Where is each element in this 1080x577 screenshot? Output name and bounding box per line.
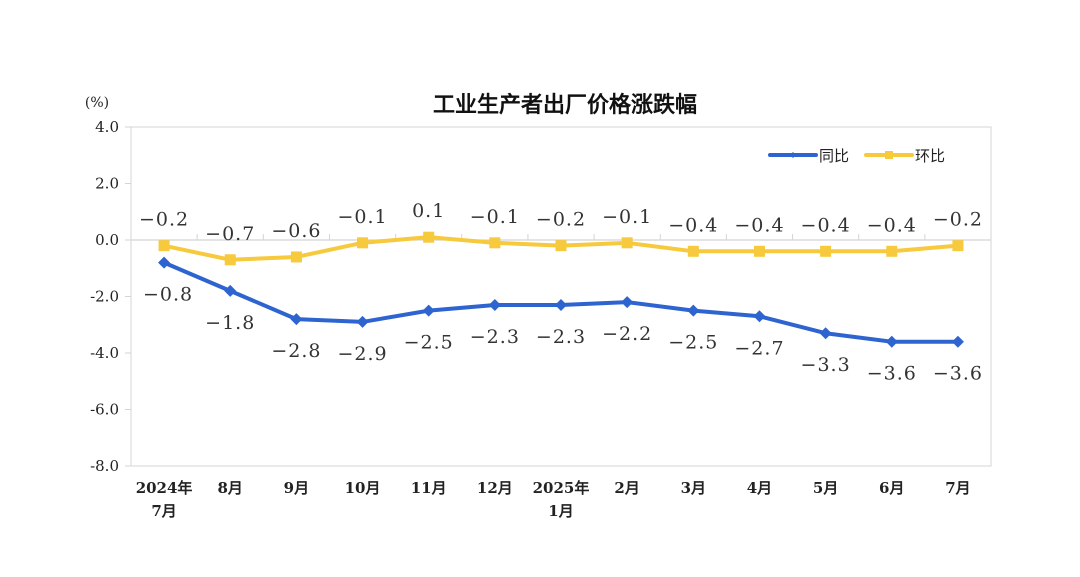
data-label: −0.1 [337, 206, 387, 228]
legend-label: 同比 [819, 147, 849, 165]
data-point [357, 237, 369, 249]
data-label: −0.1 [602, 206, 652, 228]
x-tick-label: 2024年 [136, 479, 193, 497]
data-point [886, 245, 898, 257]
data-point [224, 284, 237, 297]
data-point [158, 256, 171, 269]
data-label: −2.7 [734, 337, 784, 359]
x-tick-label: 4月 [747, 479, 772, 497]
y-tick-label: -4.0 [90, 344, 119, 362]
data-label: −3.3 [801, 354, 851, 376]
data-label: −2.5 [668, 332, 718, 354]
data-label: −2.3 [470, 326, 520, 348]
x-tick-label: 8月 [218, 479, 243, 497]
x-tick-label: 7月 [151, 502, 176, 520]
data-point [555, 240, 567, 252]
data-point [224, 254, 236, 266]
x-tick-label: 9月 [284, 479, 309, 497]
legend-marker [885, 151, 893, 159]
data-point [753, 310, 766, 323]
x-tick-label: 10月 [345, 479, 381, 497]
y-tick-label: 2.0 [95, 175, 119, 193]
data-label: −0.4 [801, 214, 851, 236]
data-label: −2.3 [536, 326, 586, 348]
data-label: −2.8 [271, 340, 321, 362]
data-point [555, 298, 567, 311]
data-label: −3.6 [933, 363, 983, 385]
data-point [687, 245, 699, 257]
data-point [489, 237, 501, 249]
data-point [819, 327, 832, 340]
data-label: −0.2 [139, 209, 189, 231]
y-tick-label: 4.0 [95, 118, 119, 136]
x-tick-label: 3月 [681, 479, 706, 497]
data-label: −3.6 [867, 363, 917, 385]
data-label: −0.4 [734, 214, 784, 236]
data-label: −0.4 [668, 214, 718, 236]
data-point [753, 245, 765, 257]
data-label: −2.2 [602, 323, 652, 345]
data-point [687, 304, 700, 317]
data-point [158, 240, 170, 252]
data-label: −2.9 [337, 343, 387, 365]
x-tick-label: 2025年 [533, 479, 590, 497]
data-label: −0.6 [271, 220, 321, 242]
y-tick-label: -8.0 [90, 457, 119, 475]
x-tick-label: 2月 [614, 479, 639, 497]
y-tick-label: 0.0 [95, 231, 119, 249]
data-point [952, 240, 964, 252]
y-tick-label: -6.0 [90, 401, 119, 419]
legend-label: 环比 [915, 147, 945, 165]
x-tick-label: 6月 [879, 479, 904, 497]
data-point [290, 251, 302, 263]
x-tick-label: 1月 [548, 502, 573, 520]
legend: 同比 环比 [768, 147, 945, 165]
data-point [621, 296, 634, 309]
data-point [951, 335, 964, 348]
data-label: −0.8 [143, 284, 193, 306]
data-point [885, 335, 898, 348]
legend-marker [790, 152, 796, 158]
y-tick-label: -2.0 [90, 288, 119, 306]
data-label: −0.4 [867, 214, 917, 236]
x-tick-label: 11月 [411, 479, 447, 497]
data-point [356, 315, 369, 328]
data-point [621, 237, 633, 249]
x-tick-label: 12月 [477, 479, 513, 497]
data-point [820, 245, 832, 257]
data-label: −2.5 [404, 332, 454, 354]
data-label: −0.1 [470, 206, 520, 228]
data-label: −1.8 [205, 312, 255, 334]
y-axis-unit: (%) [85, 95, 109, 111]
data-point [422, 304, 435, 317]
data-label: −0.2 [536, 209, 586, 231]
x-tick-label: 5月 [813, 479, 838, 497]
x-tick-label: 7月 [945, 479, 970, 497]
data-point [488, 298, 501, 311]
chart-title: 工业生产者出厂价格涨跌幅 [433, 92, 697, 118]
plot-area [130, 126, 992, 467]
data-point [290, 313, 303, 326]
data-label: −0.7 [205, 223, 255, 245]
data-label: −0.2 [933, 209, 983, 231]
data-point [423, 231, 435, 243]
data-label: 0.1 [412, 200, 445, 222]
